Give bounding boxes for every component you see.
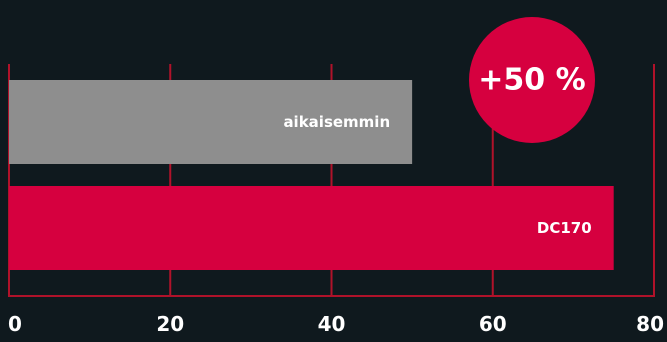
bar-label-1: DC170 xyxy=(537,219,592,237)
bar-1 xyxy=(9,186,614,270)
x-tick-label-20: 20 xyxy=(156,312,184,336)
x-axis: 0 20 40 60 80 xyxy=(8,295,664,336)
bars: aikaisemmin DC170 xyxy=(9,80,614,270)
x-tick-label-60: 60 xyxy=(479,312,507,336)
bar-label-0: aikaisemmin xyxy=(283,113,390,131)
increase-badge: +50 % xyxy=(469,17,595,143)
badge-text: +50 % xyxy=(478,63,585,98)
bar-0 xyxy=(9,80,413,164)
x-tick-label-40: 40 xyxy=(318,312,346,336)
x-tick-label-80: 80 xyxy=(636,312,664,336)
x-tick-label-0: 0 xyxy=(8,312,22,336)
badge-circle xyxy=(469,17,595,143)
